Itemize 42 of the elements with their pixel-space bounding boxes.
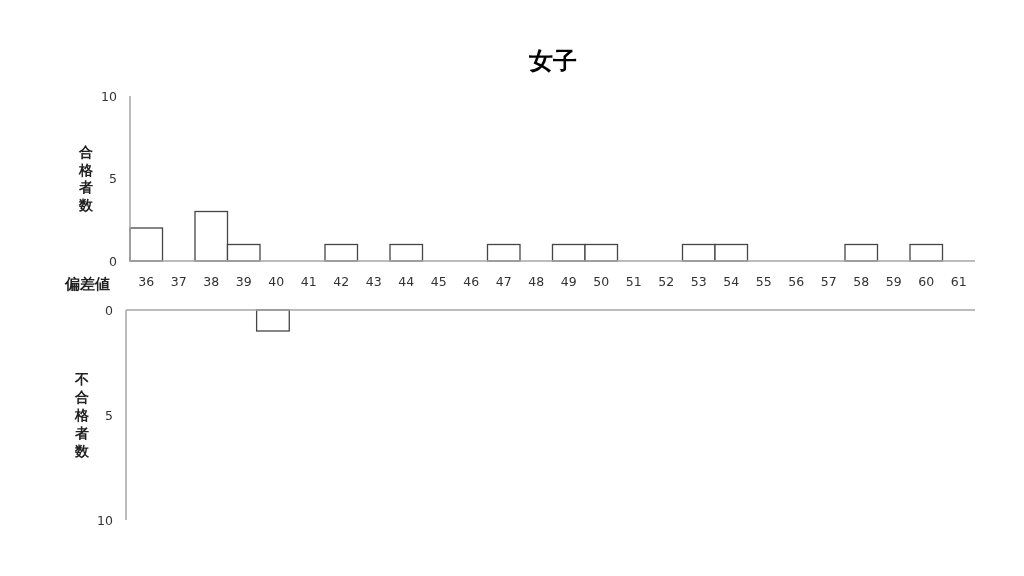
x-tick-label: 44 <box>398 274 415 289</box>
y-tick-label: 0 <box>105 302 114 318</box>
y-tick-label: 10 <box>101 88 118 104</box>
x-tick-label: 50 <box>593 274 610 289</box>
x-tick-label: 42 <box>333 274 350 289</box>
x-tick-label: 57 <box>820 274 837 289</box>
x-tick-label: 55 <box>755 274 772 289</box>
x-tick-label: 38 <box>203 274 220 289</box>
x-tick-label: 36 <box>138 274 155 289</box>
x-tick-label: 43 <box>365 274 382 289</box>
x-tick-label: 60 <box>918 274 935 289</box>
bar <box>129 227 164 262</box>
y-tick-label: 5 <box>109 171 117 186</box>
y-tick-label: 10 <box>97 512 114 528</box>
x-tick-label: 47 <box>495 274 512 289</box>
x-tick-label: 52 <box>658 274 675 289</box>
x-tick-label: 53 <box>690 274 707 289</box>
x-tick-label: 46 <box>463 274 480 289</box>
bar <box>324 243 359 262</box>
bar <box>909 243 944 262</box>
x-tick-label: 48 <box>528 274 545 289</box>
x-tick-label: 51 <box>625 274 642 289</box>
x-tick-label: 45 <box>430 274 447 289</box>
x-tick-label: 49 <box>560 274 577 289</box>
x-tick-label: 41 <box>300 274 317 289</box>
x-tick-label: 37 <box>170 274 187 289</box>
bar <box>486 243 521 262</box>
bar <box>389 243 424 262</box>
x-tick-label: 59 <box>885 274 902 289</box>
x-tick-label: 61 <box>950 274 967 289</box>
y-axis-title: 合格者数 <box>78 143 94 214</box>
chart-title: 女子 <box>527 47 577 75</box>
bar <box>844 243 879 262</box>
x-tick-label: 58 <box>853 274 870 289</box>
x-tick-label: 40 <box>268 274 285 289</box>
y-axis-title: 不合格者数 <box>74 371 90 459</box>
x-tick-label: 56 <box>788 274 805 289</box>
y-tick-label: 0 <box>109 253 118 269</box>
x-tick-label: 39 <box>235 274 252 289</box>
y-tick-label: 5 <box>105 407 113 423</box>
x-tick-label: 54 <box>723 274 740 289</box>
x-axis-title: 偏差値 <box>63 276 110 292</box>
